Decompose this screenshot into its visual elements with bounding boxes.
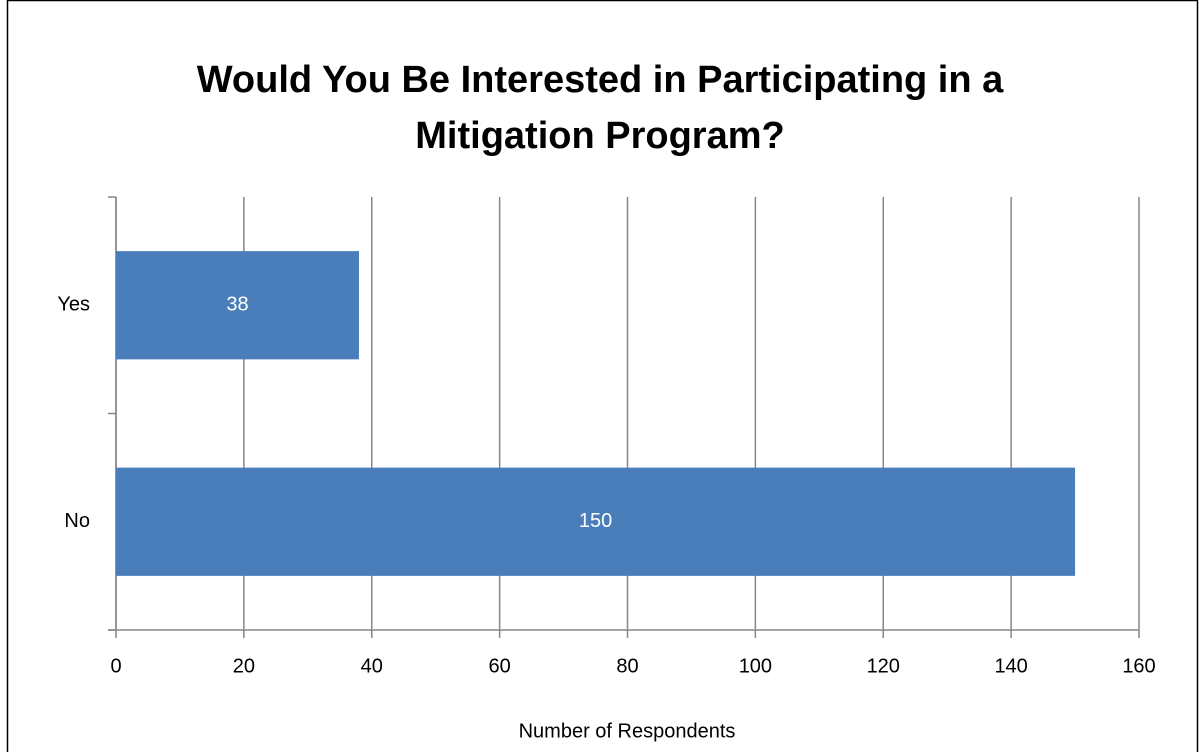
data-label: 38: [226, 294, 248, 316]
chart-title: Would You Be Interested in Participating…: [196, 59, 1004, 157]
data-label: 150: [579, 510, 612, 532]
chart-frame: [6, 0, 1199, 752]
bar: [116, 251, 359, 360]
x-tick-label: 80: [616, 655, 638, 677]
x-tick-label: 60: [489, 655, 511, 677]
x-tick-label: 0: [110, 655, 121, 677]
y-tick-label: Yes: [57, 294, 90, 316]
x-tick-label: 140: [994, 655, 1027, 677]
y-tick-label: No: [64, 510, 90, 532]
x-tick-label: 20: [233, 655, 255, 677]
x-tick-label: 120: [867, 655, 900, 677]
x-tick-label: 160: [1122, 655, 1155, 677]
bar: [116, 467, 1076, 576]
x-axis-label: Number of Respondents: [519, 720, 736, 742]
x-tick-label: 100: [739, 655, 772, 677]
x-tick-label: 40: [361, 655, 383, 677]
